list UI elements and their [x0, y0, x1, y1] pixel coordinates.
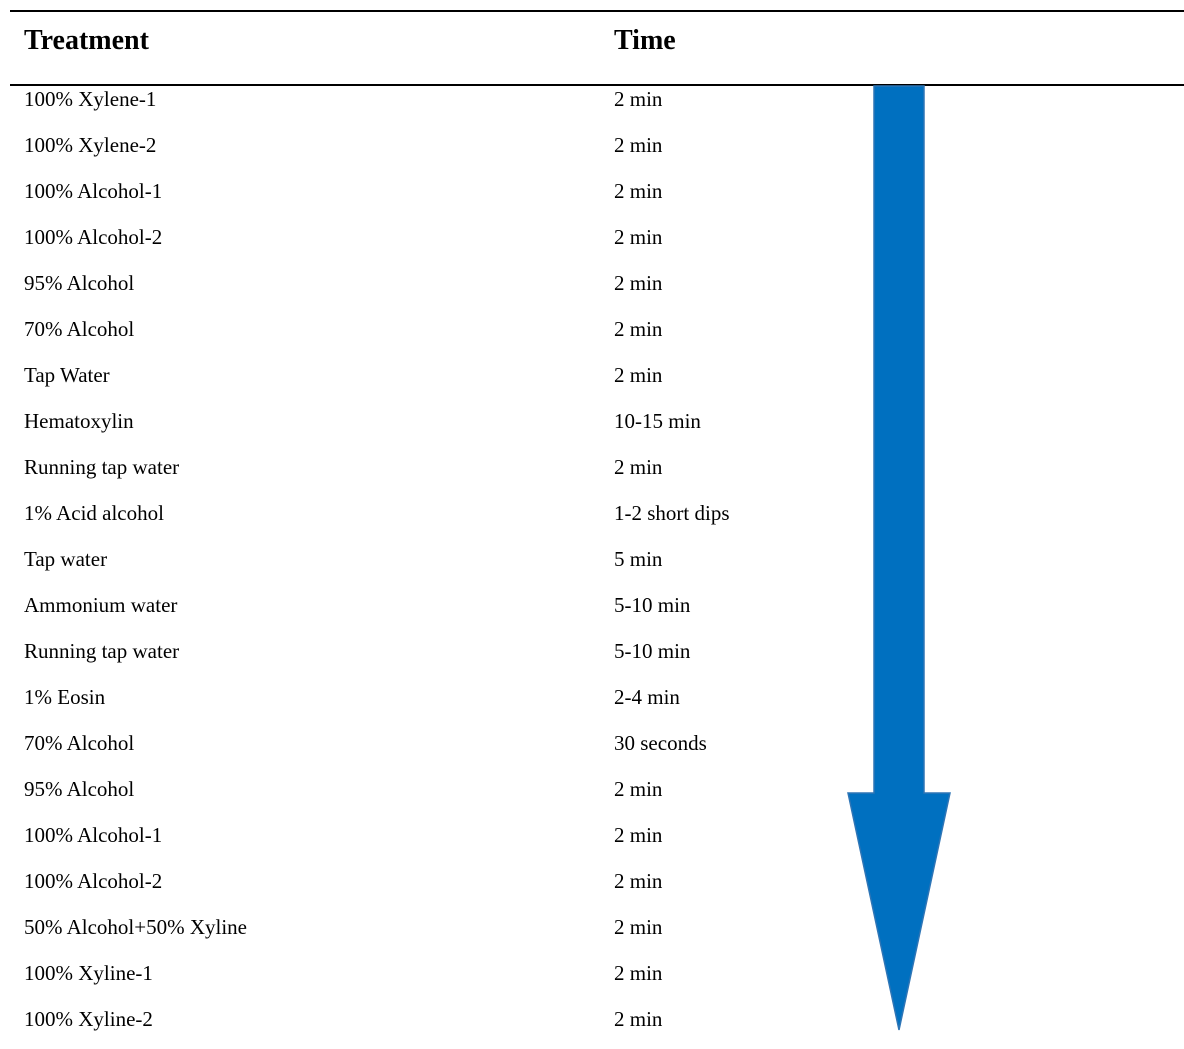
table-row: 1% Acid alcohol 1-2 short dips: [0, 497, 1184, 543]
time-cell: 5-10 min: [614, 593, 691, 617]
table-row: 100% Xylene-2 2 min: [0, 129, 1184, 175]
table-row: 100% Alcohol-1 2 min: [0, 175, 1184, 221]
time-cell: 5-10 min: [614, 639, 691, 663]
treatment-cell: 70% Alcohol: [24, 731, 135, 755]
time-cell: 2 min: [614, 271, 663, 295]
time-cell: 2 min: [614, 363, 663, 387]
treatment-cell: 1% Acid alcohol: [24, 501, 164, 525]
table-row: Tap water 5 min: [0, 543, 1184, 589]
treatment-cell: 100% Alcohol-1: [24, 179, 163, 203]
time-cell: 2 min: [614, 823, 663, 847]
time-cell: 2 min: [614, 869, 663, 893]
table-row: 1% Eosin 2-4 min: [0, 681, 1184, 727]
treatment-cell: 95% Alcohol: [24, 271, 135, 295]
treatment-cell: Running tap water: [24, 455, 180, 479]
table-row: Running tap water 5-10 min: [0, 635, 1184, 681]
time-cell: 30 seconds: [614, 731, 707, 755]
treatment-cell: Hematoxylin: [24, 409, 134, 433]
time-cell: 2 min: [614, 179, 663, 203]
treatment-cell: Running tap water: [24, 639, 180, 663]
table-row: 95% Alcohol 2 min: [0, 773, 1184, 819]
treatment-cell: 1% Eosin: [24, 685, 106, 709]
treatment-cell: 70% Alcohol: [24, 317, 135, 341]
time-cell: 2 min: [614, 317, 663, 341]
table-row: 95% Alcohol 2 min: [0, 267, 1184, 313]
treatment-cell: 100% Xylene-1: [24, 87, 157, 111]
treatment-cell: 100% Alcohol-2: [24, 869, 163, 893]
time-column-header: Time: [614, 25, 676, 56]
treatment-cell: 100% Xyline-1: [24, 961, 153, 985]
treatment-table-body: 100% Xylene-1 2 min 100% Xylene-2 2 min 100%…: [0, 83, 1184, 1049]
time-cell: 2 min: [614, 225, 663, 249]
treatment-cell: 95% Alcohol: [24, 777, 135, 801]
time-cell: 2 min: [614, 915, 663, 939]
time-cell: 2 min: [614, 777, 663, 801]
treatment-cell: 100% Xylene-2: [24, 133, 157, 157]
down-arrow-shape: [847, 85, 951, 1031]
table-row: Hematoxylin 10-15 min: [0, 405, 1184, 451]
time-cell: 2 min: [614, 961, 663, 985]
treatment-cell: 100% Xyline-2: [24, 1007, 153, 1031]
time-cell: 2-4 min: [614, 685, 680, 709]
header-bottom-rule: [10, 84, 1184, 86]
table-row: 100% Xylene-1 2 min: [0, 83, 1184, 129]
time-cell: 2 min: [614, 87, 663, 111]
treatment-column-header: Treatment: [24, 25, 149, 56]
table-row: 50% Alcohol+50% Xyline 2 min: [0, 911, 1184, 957]
table-row: Running tap water 2 min: [0, 451, 1184, 497]
time-cell: 2 min: [614, 133, 663, 157]
treatment-cell: Ammonium water: [24, 593, 178, 617]
table-top-rule: [10, 10, 1184, 12]
time-cell: 2 min: [614, 1007, 663, 1031]
treatment-cell: Tap water: [24, 547, 108, 571]
down-arrow-icon: [847, 85, 951, 1031]
treatment-cell: 100% Alcohol-2: [24, 225, 163, 249]
table-row: 100% Xyline-2 2 min: [0, 1003, 1184, 1049]
table-row: 70% Alcohol 2 min: [0, 313, 1184, 359]
time-cell: 2 min: [614, 455, 663, 479]
treatment-cell: 50% Alcohol+50% Xyline: [24, 915, 247, 939]
table-row: 100% Xyline-1 2 min: [0, 957, 1184, 1003]
table-row: Tap Water 2 min: [0, 359, 1184, 405]
time-cell: 10-15 min: [614, 409, 701, 433]
treatment-cell: 100% Alcohol-1: [24, 823, 163, 847]
treatment-cell: Tap Water: [24, 363, 110, 387]
table-row: 100% Alcohol-1 2 min: [0, 819, 1184, 865]
time-cell: 5 min: [614, 547, 663, 571]
time-cell: 1-2 short dips: [614, 501, 730, 525]
table-row: 100% Alcohol-2 2 min: [0, 221, 1184, 267]
table-row: 100% Alcohol-2 2 min: [0, 865, 1184, 911]
table-row: 70% Alcohol 30 seconds: [0, 727, 1184, 773]
table-row: Ammonium water 5-10 min: [0, 589, 1184, 635]
